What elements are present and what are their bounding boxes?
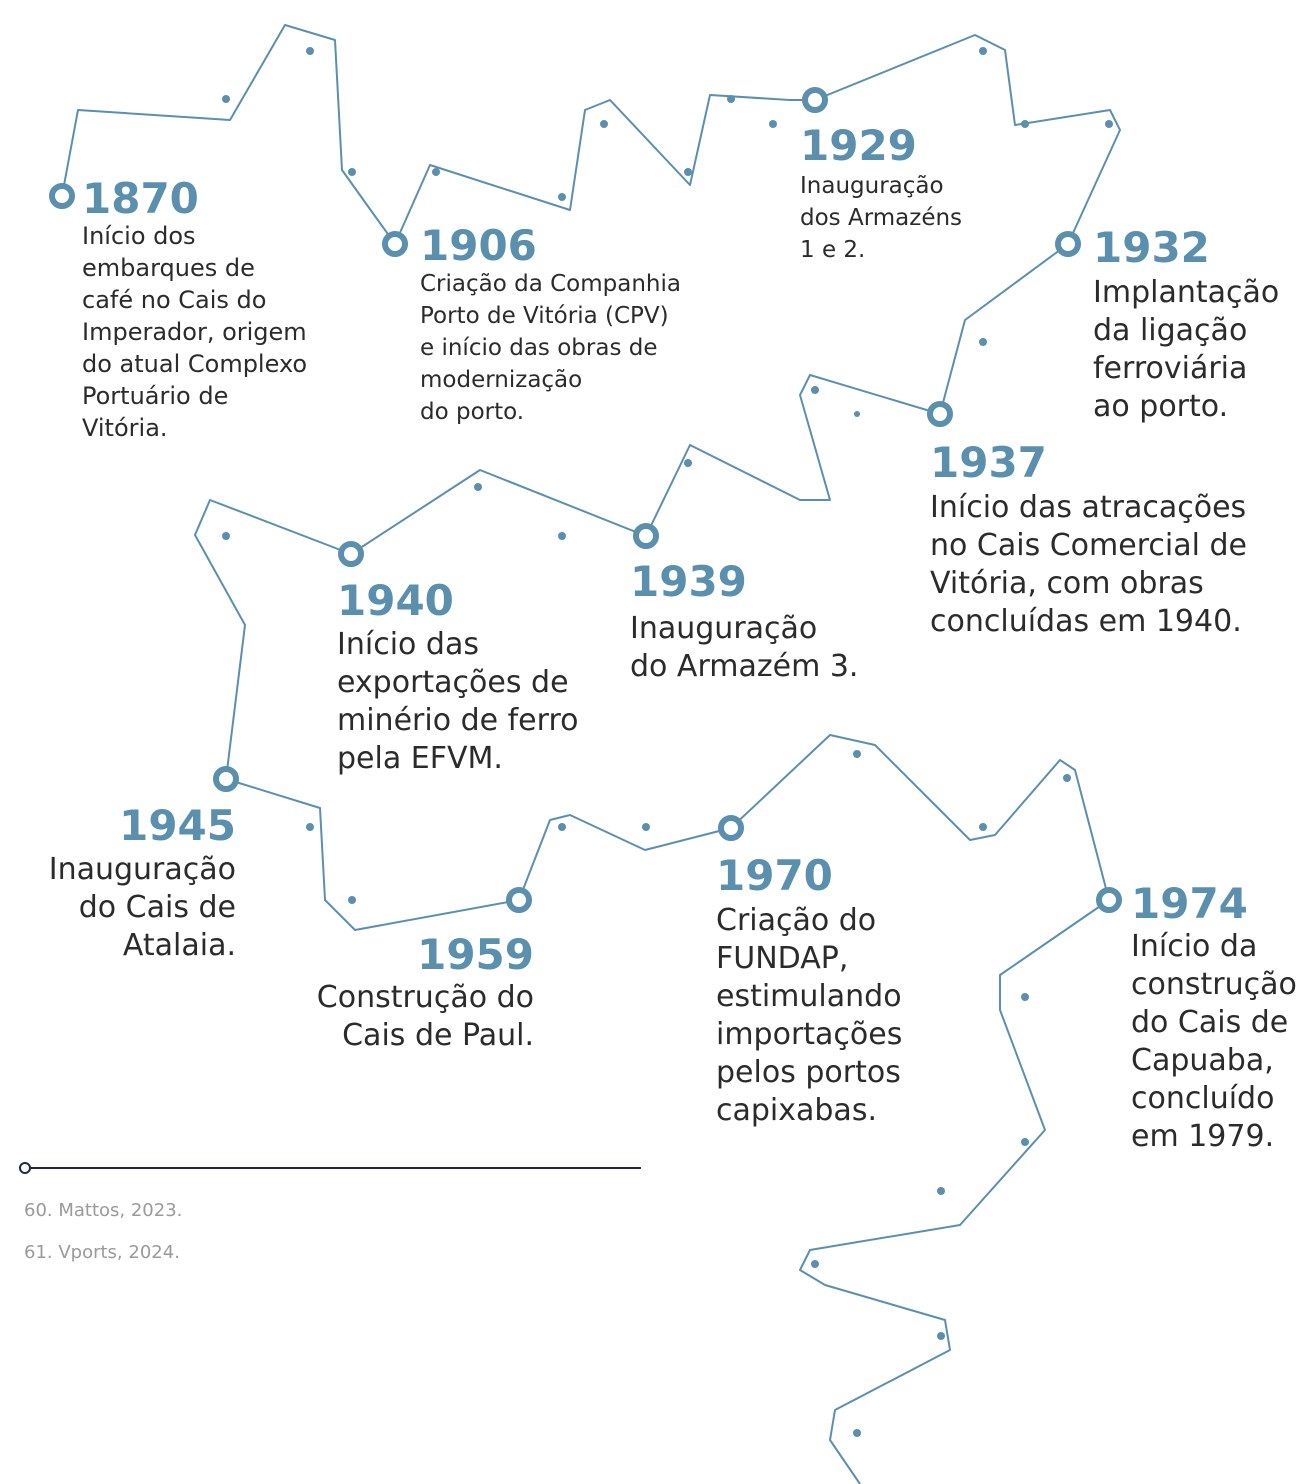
event-text: modernização <box>420 367 582 393</box>
event-marker <box>506 887 532 913</box>
event-text: do porto. <box>420 399 524 425</box>
event-text: pela EFVM. <box>337 741 503 776</box>
event-marker <box>49 183 75 209</box>
event-text: da ligação <box>1093 313 1247 348</box>
event-text: do atual Complexo <box>82 350 307 378</box>
event-text: do Cais de <box>79 890 236 925</box>
event-text: capixabas. <box>716 1093 877 1128</box>
event-text: Portuário de <box>82 382 228 410</box>
footnote: 60. Mattos, 2023. <box>24 1200 182 1221</box>
event-text: concluído <box>1131 1081 1274 1116</box>
footnote-rule-end <box>19 1162 31 1174</box>
event-text: Inauguração <box>49 852 236 887</box>
event-text: Vitória, com obras <box>930 566 1204 601</box>
event-text: ferroviária <box>1093 351 1247 386</box>
event-text: café no Cais do <box>82 286 266 314</box>
event-year: 1937 <box>930 438 1047 487</box>
event-marker <box>338 541 364 567</box>
event-text: em 1979. <box>1131 1119 1274 1154</box>
event-text: Capuaba, <box>1131 1043 1274 1078</box>
event-text: Início dos <box>82 222 196 250</box>
event-text: Início das <box>337 627 479 662</box>
event-text: Implantação <box>1093 275 1279 310</box>
event-text: ao porto. <box>1093 389 1228 424</box>
event-text: do Armazém 3. <box>630 649 858 684</box>
event-year: 1945 <box>119 801 236 850</box>
event-text: Início das atracações <box>930 490 1246 525</box>
event-year: 1939 <box>630 557 747 606</box>
event-year: 1870 <box>82 174 199 223</box>
event-marker <box>633 523 659 549</box>
event-text: Atalaia. <box>123 928 236 963</box>
event-year: 1932 <box>1093 223 1210 272</box>
event-marker <box>927 401 953 427</box>
event-year: 1974 <box>1131 879 1248 928</box>
event-marker <box>1096 887 1122 913</box>
event-text: Criação do <box>716 903 876 938</box>
event-text: Início da <box>1131 929 1257 964</box>
event-marker <box>718 815 744 841</box>
event-year: 1906 <box>420 221 537 270</box>
event-text: Inauguração <box>630 611 817 646</box>
event-marker <box>382 231 408 257</box>
event-text: minério de ferro <box>337 703 578 738</box>
event-text: estimulando <box>716 979 902 1014</box>
event-text: Inauguração <box>800 173 944 199</box>
event-marker <box>213 766 239 792</box>
timeline-path <box>61 24 1121 1484</box>
event-year: 1970 <box>716 851 833 900</box>
event-text: Construção do <box>317 980 534 1015</box>
event-text: construção <box>1131 967 1297 1002</box>
event-text: e início das obras de <box>420 335 658 361</box>
event-text: embarques de <box>82 254 255 282</box>
event-text: Imperador, origem <box>82 318 307 346</box>
event-text: exportações de <box>337 665 569 700</box>
event-text: no Cais Comercial de <box>930 528 1247 563</box>
event-marker <box>1055 231 1081 257</box>
event-text: Criação da Companhia <box>420 271 681 297</box>
event-text: Porto de Vitória (CPV) <box>420 303 669 329</box>
event-text: importações <box>716 1017 902 1052</box>
event-text: FUNDAP, <box>716 941 848 976</box>
event-year: 1929 <box>800 121 917 170</box>
event-text: pelos portos <box>716 1055 901 1090</box>
footnote: 61. Vports, 2024. <box>24 1242 180 1263</box>
event-text: 1 e 2. <box>800 237 865 263</box>
event-text: do Cais de <box>1131 1005 1288 1040</box>
event-year: 1940 <box>337 576 454 625</box>
event-text: Vitória. <box>82 414 168 442</box>
event-text: Cais de Paul. <box>342 1018 534 1053</box>
event-year: 1959 <box>417 930 534 979</box>
path-dots <box>222 47 1113 1437</box>
event-text: dos Armazéns <box>800 205 962 231</box>
event-marker <box>802 87 828 113</box>
event-text: concluídas em 1940. <box>930 604 1242 639</box>
